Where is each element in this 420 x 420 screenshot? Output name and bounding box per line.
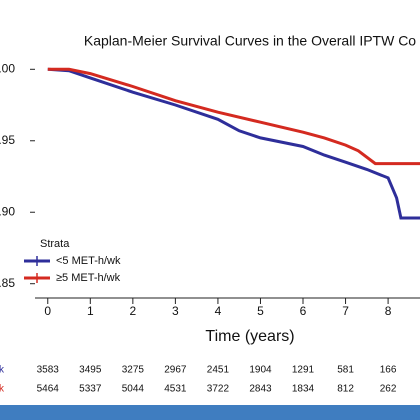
risk-count: 2451 [207,365,230,376]
y-tick-label: .85 [0,276,15,290]
risk-count: 4531 [164,384,187,395]
x-tick-label: 3 [172,304,179,318]
x-tick-label: 2 [130,304,137,318]
risk-count: 1291 [292,365,315,376]
x-tick-label: 6 [300,304,307,318]
x-tick-label: 5 [257,304,264,318]
risk-count: 3275 [122,365,145,376]
chart-title: Kaplan-Meier Survival Curves in the Over… [84,33,416,49]
risk-count: 262 [380,384,397,395]
risk-count: 1834 [292,384,315,395]
risk-count: 812 [337,384,354,395]
risk-count: 3722 [207,384,230,395]
legend-label: ≥5 MET-h/wk [56,272,121,284]
legend-label: <5 MET-h/wk [56,255,121,267]
risk-count: 3583 [37,365,60,376]
risk-row-label: k [0,365,5,376]
x-tick-label: 4 [215,304,222,318]
risk-count: 2843 [249,384,272,395]
y-tick-label: .00 [0,61,15,75]
risk-count: 166 [380,365,397,376]
risk-count: 581 [337,365,354,376]
x-tick-label: 1 [87,304,94,318]
legend-title: Strata [40,238,70,250]
y-tick-label: .90 [0,204,15,218]
y-tick-label: .95 [0,133,15,147]
risk-count: 5044 [122,384,145,395]
risk-count: 2967 [164,365,187,376]
x-tick-label: 0 [44,304,51,318]
x-axis-label: Time (years) [205,328,294,345]
x-tick-label: 7 [342,304,349,318]
risk-count: 5464 [37,384,60,395]
footer-bar [0,405,420,420]
risk-row-label: k [0,384,5,395]
risk-count: 1904 [249,365,272,376]
risk-count: 5337 [79,384,102,395]
survival-curve [47,67,420,166]
x-tick-label: 8 [385,304,392,318]
risk-count: 3495 [79,365,102,376]
survival-curve [47,67,420,220]
